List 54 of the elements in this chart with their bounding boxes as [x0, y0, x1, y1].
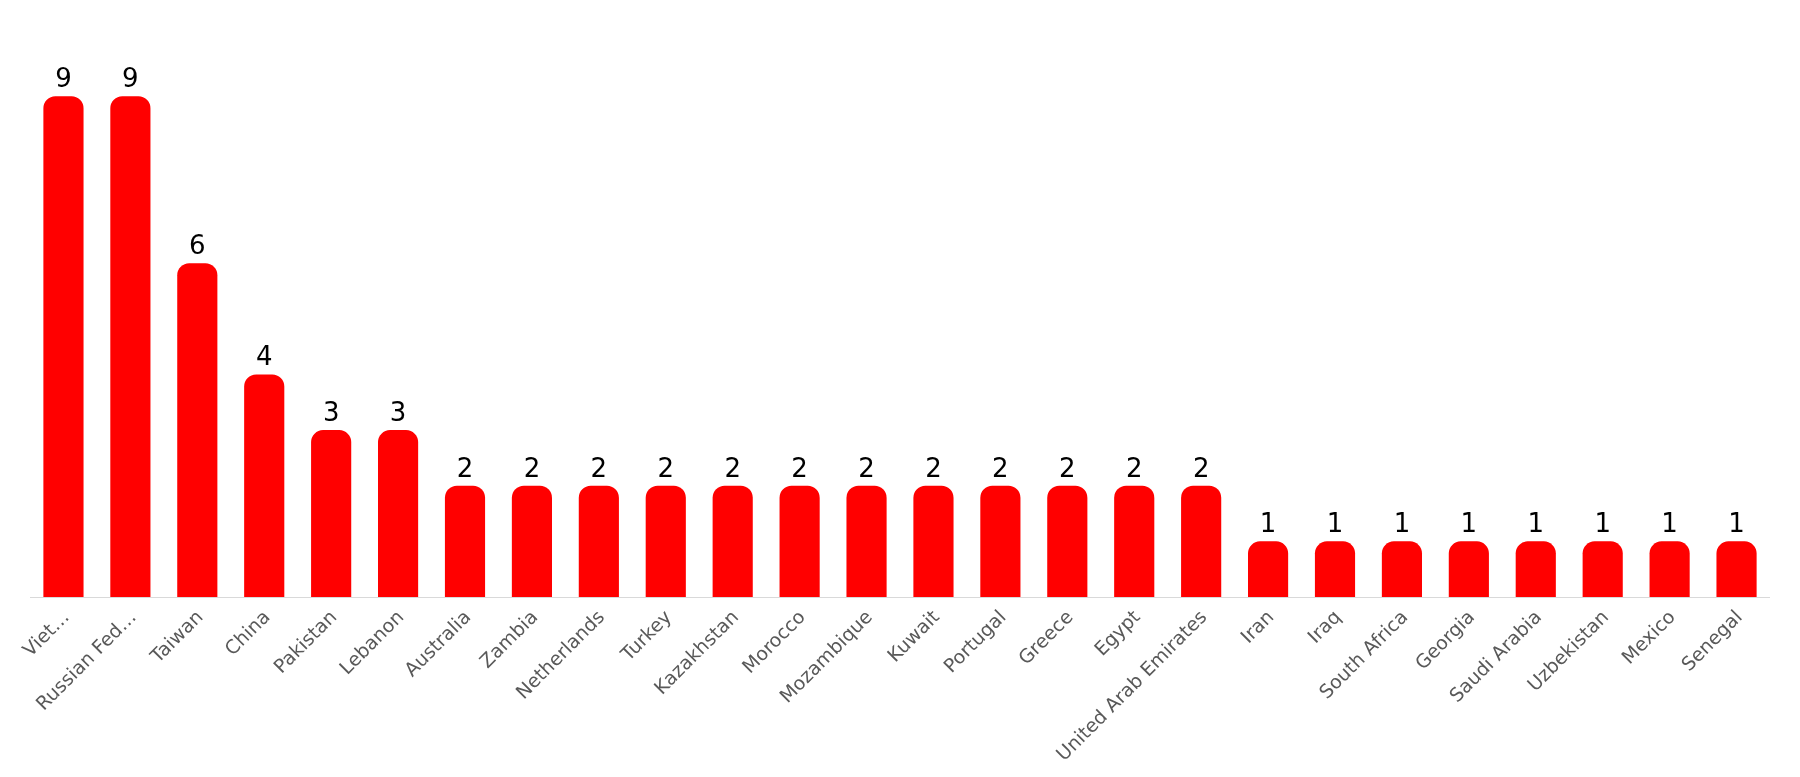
bar — [712, 485, 753, 597]
bar — [1448, 541, 1489, 597]
bar — [378, 430, 419, 597]
data-label: 2 — [523, 452, 541, 483]
data-label: 2 — [858, 452, 875, 483]
data-label: 2 — [1125, 452, 1143, 483]
data-label: 2 — [657, 452, 675, 483]
data-label: 3 — [322, 397, 340, 428]
data-label: 1 — [1661, 508, 1678, 539]
bar — [43, 96, 84, 597]
bar — [1114, 485, 1155, 597]
bar — [1716, 541, 1757, 597]
data-label: 2 — [456, 452, 474, 483]
bar — [244, 374, 285, 597]
bar — [1314, 541, 1356, 597]
bar — [846, 485, 887, 597]
bar — [913, 485, 954, 597]
data-label: 1 — [1527, 508, 1545, 539]
bar — [1649, 541, 1690, 597]
data-label: 3 — [389, 397, 407, 428]
data-label: 1 — [1326, 508, 1344, 539]
bar — [1582, 541, 1623, 597]
bar — [1181, 485, 1222, 597]
data-label: 1 — [1259, 508, 1277, 539]
bar — [311, 430, 352, 597]
data-label: 2 — [590, 452, 608, 483]
data-label: 2 — [791, 452, 808, 483]
bar — [1515, 541, 1556, 597]
data-label: 2 — [925, 452, 942, 483]
data-label: 9 — [122, 63, 139, 94]
x-tick-label: Iraq — [1302, 605, 1345, 648]
bar — [1248, 541, 1289, 597]
data-label: 4 — [255, 341, 273, 372]
bar — [1047, 485, 1088, 597]
data-label: 6 — [189, 230, 206, 261]
bar — [980, 485, 1021, 597]
bar — [177, 263, 218, 597]
bar — [110, 96, 151, 597]
data-label: 2 — [1192, 452, 1210, 483]
data-label: 9 — [55, 63, 72, 94]
bar — [444, 485, 486, 597]
bar — [578, 485, 619, 597]
x-tick-label: Iran — [1235, 605, 1278, 648]
data-label: 1 — [1393, 508, 1411, 539]
data-label: 2 — [1059, 452, 1076, 483]
bar — [779, 485, 820, 597]
bar — [645, 485, 686, 597]
data-label: 1 — [1460, 508, 1478, 539]
data-label: 1 — [1594, 508, 1611, 539]
data-label: 2 — [724, 452, 741, 483]
data-label: 1 — [1728, 508, 1745, 539]
bar — [511, 485, 552, 597]
data-label: 2 — [992, 452, 1009, 483]
bar — [1381, 541, 1422, 597]
